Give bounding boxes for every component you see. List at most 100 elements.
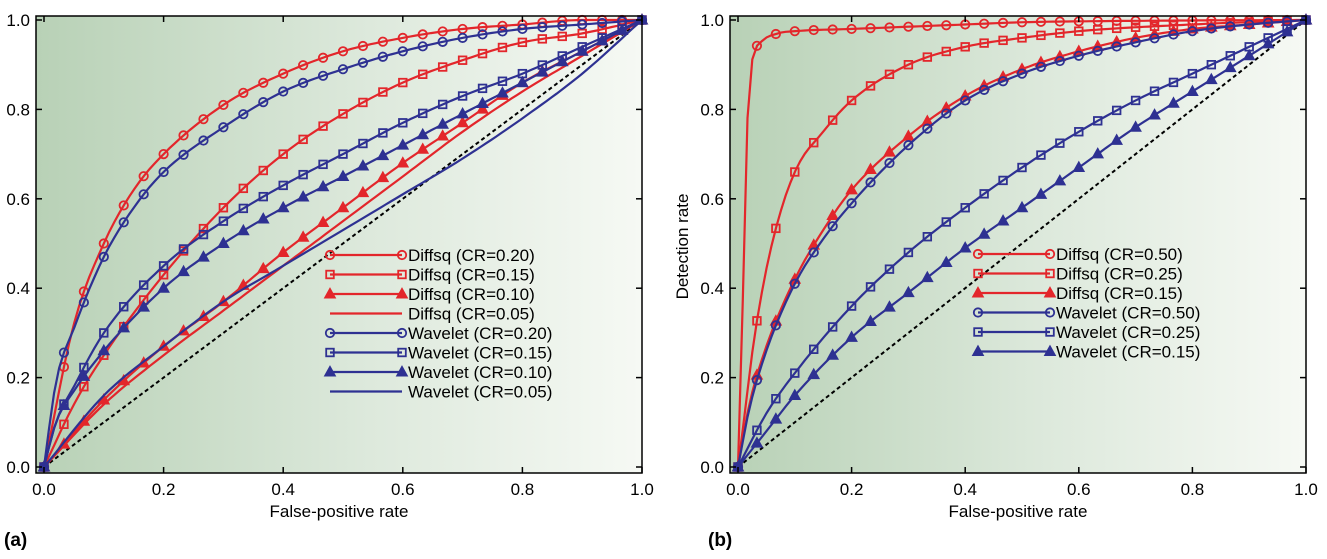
- data-point-marker: [1074, 127, 1084, 137]
- data-point-marker: [770, 28, 781, 40]
- data-point-marker: [1130, 95, 1141, 106]
- data-point-marker: [1055, 28, 1065, 38]
- data-point-marker: [577, 28, 587, 39]
- data-point-marker: [357, 40, 369, 52]
- panel-label-b: (b): [708, 530, 733, 551]
- y-tick-label: 0.4: [700, 279, 724, 298]
- legend-marker: [971, 344, 985, 357]
- legend-marker: [971, 286, 985, 298]
- data-point-marker: [1091, 147, 1105, 159]
- data-point-marker: [788, 388, 802, 400]
- data-point-marker: [318, 159, 328, 170]
- data-point-marker: [276, 200, 290, 213]
- data-point-marker: [845, 183, 858, 195]
- data-point-marker: [258, 77, 269, 88]
- data-point-marker: [398, 77, 408, 88]
- data-point-marker: [396, 156, 410, 168]
- data-point-marker: [376, 148, 390, 161]
- data-point-marker: [278, 68, 289, 79]
- data-point-marker: [157, 281, 170, 293]
- data-point-marker: [996, 214, 1010, 226]
- x-tick-label: 0.0: [32, 480, 56, 499]
- data-point-marker: [177, 264, 190, 277]
- data-point-marker: [336, 169, 350, 181]
- y-tick-label: 0.0: [700, 458, 724, 477]
- data-point-marker: [941, 217, 951, 227]
- series-6: [39, 15, 647, 472]
- data-point-marker: [751, 40, 763, 51]
- legend-label: Wavelet (CR=0.25): [1056, 323, 1200, 342]
- data-point-marker: [1111, 41, 1122, 52]
- legend-marker: [1043, 286, 1057, 298]
- diagonal-reference-line: [43, 19, 643, 468]
- data-point-marker: [218, 216, 229, 226]
- data-point-marker: [278, 149, 288, 159]
- data-point-marker: [941, 108, 952, 119]
- data-point-marker: [537, 22, 548, 33]
- data-point-marker: [198, 223, 209, 234]
- data-point-marker: [960, 95, 971, 106]
- legend-label: Diffsq (CR=0.15): [408, 266, 535, 285]
- data-point-marker: [903, 247, 914, 258]
- data-point-marker: [457, 91, 468, 101]
- data-point-marker: [790, 368, 800, 378]
- y-tick-label: 0.8: [700, 100, 724, 119]
- data-point-marker: [577, 19, 588, 30]
- data-point-marker: [536, 65, 549, 77]
- data-point-marker: [1280, 25, 1294, 37]
- data-point-marker: [827, 221, 838, 232]
- data-point-marker: [158, 166, 169, 178]
- data-point-marker: [1186, 84, 1199, 97]
- data-point-marker: [1016, 68, 1028, 79]
- data-point-marker: [864, 162, 877, 174]
- data-point-marker: [118, 200, 129, 211]
- series-4: [43, 19, 643, 468]
- data-point-marker: [1092, 45, 1103, 56]
- data-point-marker: [158, 261, 169, 271]
- data-point-marker: [98, 251, 109, 263]
- data-point-marker: [457, 55, 468, 65]
- data-point-marker: [827, 322, 838, 332]
- data-point-marker: [958, 241, 972, 253]
- data-point-marker: [827, 24, 838, 35]
- data-point-marker: [751, 374, 763, 386]
- data-point-marker: [789, 278, 800, 289]
- data-point-marker: [1168, 77, 1179, 88]
- data-point-marker: [1093, 24, 1103, 35]
- data-point-marker: [417, 41, 428, 52]
- data-point-marker: [826, 348, 839, 360]
- data-point-marker: [256, 261, 270, 274]
- data-point-marker: [979, 189, 989, 199]
- legend-marker: [397, 347, 407, 358]
- x-tick-label: 0.4: [271, 480, 295, 499]
- data-point-marker: [941, 46, 951, 57]
- data-point-marker: [496, 86, 509, 98]
- data-point-marker: [1223, 60, 1237, 73]
- x-axis-label: False-positive rate: [270, 502, 409, 521]
- data-point-marker: [296, 230, 310, 242]
- series-8: [43, 19, 643, 468]
- data-point-marker: [276, 245, 290, 257]
- legend-label: Wavelet (CR=0.15): [408, 344, 552, 363]
- data-point-marker: [237, 223, 250, 236]
- data-point-marker: [298, 77, 309, 89]
- data-point-marker: [98, 238, 109, 249]
- data-point-marker: [316, 179, 330, 192]
- data-point-marker: [884, 22, 895, 33]
- data-point-marker: [197, 250, 210, 262]
- data-point-marker: [1148, 108, 1161, 120]
- data-point-marker: [378, 87, 388, 97]
- data-point-marker: [1225, 51, 1235, 61]
- series-line: [737, 19, 1307, 468]
- data-point-marker: [846, 198, 857, 209]
- legend-label: Wavelet (CR=0.10): [408, 363, 552, 382]
- data-point-marker: [1035, 61, 1047, 72]
- data-point-marker: [476, 96, 489, 108]
- data-point-marker: [807, 367, 821, 380]
- data-point-marker: [138, 171, 149, 182]
- data-point-marker: [771, 223, 781, 234]
- data-point-marker: [79, 382, 89, 392]
- data-point-marker: [1073, 50, 1084, 61]
- data-point-marker: [278, 180, 288, 191]
- data-point-marker: [1187, 26, 1198, 37]
